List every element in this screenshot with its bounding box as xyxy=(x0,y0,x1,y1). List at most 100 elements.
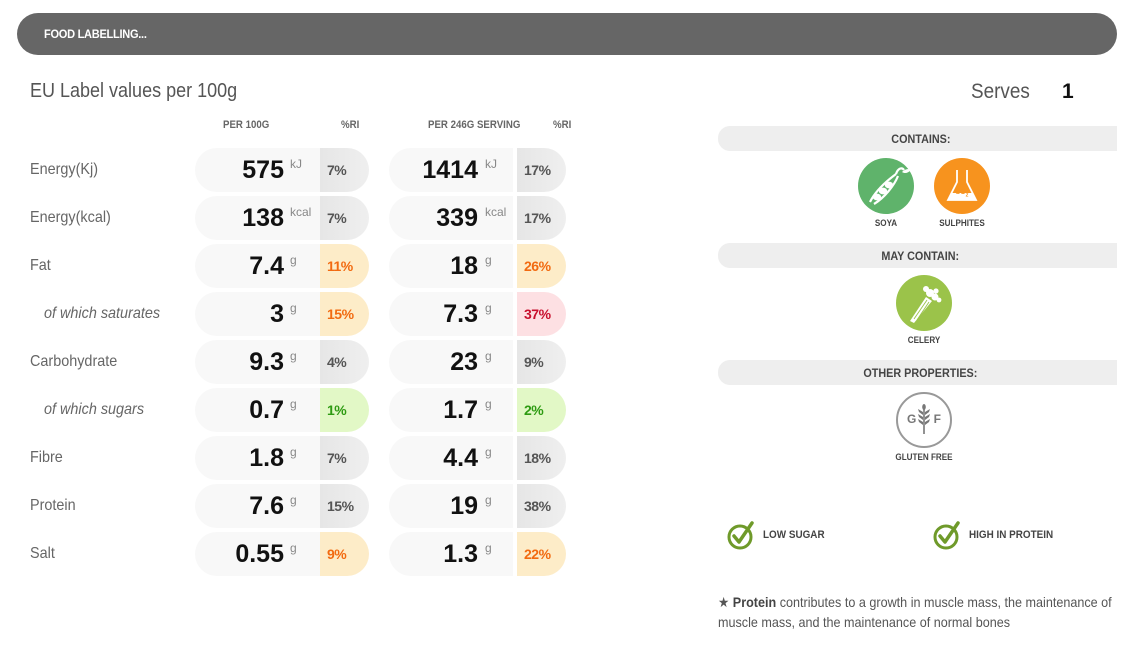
per-serving-value-cell: 7.3 g xyxy=(389,292,513,336)
per-100g-pill: 3 g 15% xyxy=(195,292,369,336)
column-header-ri-serving: %RI xyxy=(553,119,572,131)
allergen-sulphites: SO2 SULPHITES xyxy=(922,158,1002,228)
other-properties-heading-bar: OTHER PROPERTIES: xyxy=(718,360,1117,385)
per-serving-unit: g xyxy=(485,493,492,507)
column-header-per-100g: PER 100G xyxy=(223,119,270,131)
nutrient-label: of which saturates xyxy=(44,305,161,322)
per-serving-pill: 1.3 g 22% xyxy=(389,532,566,576)
per-100g-value-cell: 0.55 g xyxy=(195,532,320,576)
pill-gap xyxy=(513,244,517,288)
per-100g-value: 7.4 xyxy=(249,252,284,280)
per-serving-value-cell: 1414 kJ xyxy=(389,148,513,192)
star-icon: ★ xyxy=(718,594,730,610)
header-title: FOOD LABELLING... xyxy=(44,27,147,41)
claim-label: HIGH IN PROTEIN xyxy=(969,529,1054,541)
pill-gap xyxy=(513,484,517,528)
gluten-free-icon: G F xyxy=(896,392,952,448)
per-100g-pill: 0.7 g 1% xyxy=(195,388,369,432)
per-100g-ri: 7% xyxy=(320,436,369,480)
per-serving-value: 1.3 xyxy=(443,540,478,568)
per-100g-unit: g xyxy=(290,541,297,555)
per-serving-ri: 26% xyxy=(517,244,566,288)
per-100g-ri: 7% xyxy=(320,148,369,192)
per-serving-pill: 23 g 9% xyxy=(389,340,566,384)
per-100g-value-cell: 1.8 g xyxy=(195,436,320,480)
per-serving-unit: kJ xyxy=(485,157,497,171)
per-serving-unit: g xyxy=(485,253,492,267)
per-serving-value-cell: 18 g xyxy=(389,244,513,288)
per-serving-ri: 17% xyxy=(517,148,566,192)
per-100g-value: 575 xyxy=(242,156,284,184)
pill-gap xyxy=(513,532,517,576)
claim-low-sugar: LOW SUGAR xyxy=(726,520,831,550)
per-serving-unit: g xyxy=(485,301,492,315)
per-serving-pill: 1.7 g 2% xyxy=(389,388,566,432)
per-serving-value: 19 xyxy=(450,492,478,520)
per-100g-unit: g xyxy=(290,349,297,363)
nutrient-label: Energy(kcal) xyxy=(30,209,111,226)
per-serving-pill: 339 kcal 17% xyxy=(389,196,566,240)
per-serving-unit: g xyxy=(485,541,492,555)
per-serving-ri: 18% xyxy=(517,436,566,480)
serves-value: 1 xyxy=(1062,80,1074,103)
sulphites-icon: SO2 xyxy=(934,158,990,214)
allergen-label: SULPHITES xyxy=(939,218,985,228)
per-100g-unit: g xyxy=(290,253,297,267)
pill-gap xyxy=(513,436,517,480)
celery-icon xyxy=(896,275,952,331)
allergen-celery: CELERY xyxy=(884,275,964,345)
check-circle-icon xyxy=(933,521,960,550)
nutrition-row: Carbohydrate 9.3 g 4% 23 g 9% xyxy=(0,340,600,384)
per-serving-ri: 2% xyxy=(517,388,566,432)
per-serving-value-cell: 19 g xyxy=(389,484,513,528)
per-100g-value-cell: 138 kcal xyxy=(195,196,320,240)
nutrient-label: Protein xyxy=(30,497,76,514)
check-circle-icon xyxy=(727,521,754,550)
per-serving-unit: g xyxy=(485,349,492,363)
nutrient-label: Carbohydrate xyxy=(30,353,118,370)
allergen-label: SOYA xyxy=(874,218,898,228)
per-serving-value-cell: 23 g xyxy=(389,340,513,384)
pill-gap xyxy=(513,196,517,240)
nutrition-row: Fibre 1.8 g 7% 4.4 g 18% xyxy=(0,436,600,480)
per-100g-pill: 7.6 g 15% xyxy=(195,484,369,528)
per-100g-unit: g xyxy=(290,301,297,315)
per-100g-ri: 4% xyxy=(320,340,369,384)
per-serving-value-cell: 1.7 g xyxy=(389,388,513,432)
per-100g-ri: 15% xyxy=(320,292,369,336)
nutrition-row: Salt 0.55 g 9% 1.3 g 22% xyxy=(0,532,600,576)
footnote-bold: Protein xyxy=(732,594,777,610)
allergen-label: CELERY xyxy=(907,335,941,345)
per-100g-ri: 15% xyxy=(320,484,369,528)
may-contain-heading: MAY CONTAIN: xyxy=(881,248,960,263)
per-serving-ri: 38% xyxy=(517,484,566,528)
per-serving-value: 18 xyxy=(450,252,478,280)
pill-gap xyxy=(513,292,517,336)
per-serving-value: 7.3 xyxy=(443,300,478,328)
per-100g-value: 138 xyxy=(242,204,284,232)
allergen-panel: CONTAINS: SOYA xyxy=(718,0,1117,647)
per-100g-value: 0.7 xyxy=(249,396,284,424)
per-100g-value-cell: 7.6 g xyxy=(195,484,320,528)
per-serving-pill: 1414 kJ 17% xyxy=(389,148,566,192)
per-serving-value-cell: 4.4 g xyxy=(389,436,513,480)
per-serving-unit: kcal xyxy=(485,205,507,219)
per-serving-value: 4.4 xyxy=(443,444,478,472)
per-serving-value: 339 xyxy=(436,204,478,232)
serves-label: Serves xyxy=(971,80,1030,103)
soya-icon xyxy=(858,158,914,214)
nutrient-label: Fibre xyxy=(30,449,63,466)
per-100g-unit: g xyxy=(290,493,297,507)
per-serving-pill: 7.3 g 37% xyxy=(389,292,566,336)
per-serving-value-cell: 1.3 g xyxy=(389,532,513,576)
nutrition-row: Protein 7.6 g 15% 19 g 38% xyxy=(0,484,600,528)
per-100g-ri: 1% xyxy=(320,388,369,432)
nutrition-row: of which saturates 3 g 15% 7.3 g 37% xyxy=(0,292,600,336)
per-serving-ri: 17% xyxy=(517,196,566,240)
per-100g-value: 0.55 xyxy=(235,540,284,568)
per-100g-value-cell: 9.3 g xyxy=(195,340,320,384)
per-100g-pill: 1.8 g 7% xyxy=(195,436,369,480)
header-bar[interactable]: FOOD LABELLING... xyxy=(17,13,1117,55)
per-serving-ri: 37% xyxy=(517,292,566,336)
claim-label: LOW SUGAR xyxy=(763,529,825,541)
